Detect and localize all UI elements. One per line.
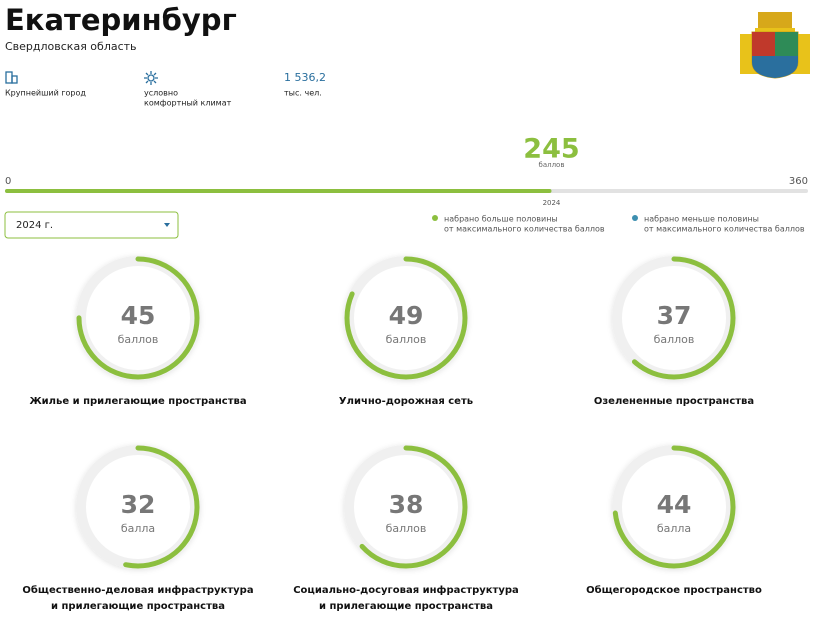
legend-dot xyxy=(632,215,638,221)
gauge-unit: баллов xyxy=(386,522,427,535)
gauge-label: и прилегающие пространства xyxy=(319,601,493,612)
region: Свердловская область xyxy=(5,40,137,53)
gauge-arc xyxy=(344,445,468,569)
gauge-label: Социально-досуговая инфраструктура xyxy=(293,584,519,596)
gauge-arc xyxy=(344,256,468,380)
legend-label: от максимального количества баллов xyxy=(444,225,605,234)
legend-label: от максимального количества баллов xyxy=(644,225,805,234)
gauge-unit: баллов xyxy=(118,333,159,346)
gauge-arc xyxy=(612,445,736,569)
gauge-value: 37 xyxy=(657,301,692,330)
year-select-label: 2024 г. xyxy=(16,220,53,231)
gauge-value: 45 xyxy=(121,301,156,330)
legend-label: набрано больше половины xyxy=(444,215,558,224)
gauge-label: Жилье и прилегающие пространства xyxy=(29,396,246,407)
fact-label: тыс. чел. xyxy=(284,89,322,98)
fact-value: 1 536,2 xyxy=(284,71,326,84)
gauge-unit: балла xyxy=(121,522,155,535)
score-unit: баллов xyxy=(539,161,565,169)
fact-label: Крупнейший город xyxy=(5,89,86,98)
gauge-value: 32 xyxy=(121,490,156,519)
fact-label: комфортный климат xyxy=(144,99,232,108)
score-value: 245 xyxy=(523,134,579,165)
gauge-arc xyxy=(76,256,200,380)
gauge-unit: балла xyxy=(657,522,691,535)
gauge-arc xyxy=(612,256,736,380)
score-year: 2024 xyxy=(543,199,561,207)
select-arrow xyxy=(164,223,170,227)
icon-building xyxy=(5,71,18,84)
gauge-unit: баллов xyxy=(654,333,695,346)
gauge-unit: баллов xyxy=(386,333,427,346)
legend-dot xyxy=(432,215,438,221)
gauge-label: Общегородское пространство xyxy=(586,584,762,596)
gauge-value: 38 xyxy=(389,490,424,519)
icon-sun xyxy=(144,71,158,85)
gauge-value: 49 xyxy=(389,301,424,330)
bar-fill xyxy=(5,189,552,193)
gauge-label: Озелененные пространства xyxy=(594,396,754,407)
bar-min: 0 xyxy=(5,176,11,187)
gauge-value: 44 xyxy=(657,490,692,519)
gauge-label: и прилегающие пространства xyxy=(51,601,225,612)
gauge-label: Общественно-деловая инфраструктура xyxy=(22,584,253,596)
city-title: Екатеринбург xyxy=(5,3,237,37)
gauge-label: Улично-дорожная сеть xyxy=(339,396,473,407)
gauge-arc xyxy=(76,445,200,569)
year-select[interactable] xyxy=(4,211,179,239)
legend-label: набрано меньше половины xyxy=(644,215,759,224)
bar-max: 360 xyxy=(789,176,808,187)
coat-of-arms xyxy=(740,12,810,79)
fact-label: условно xyxy=(144,89,178,98)
